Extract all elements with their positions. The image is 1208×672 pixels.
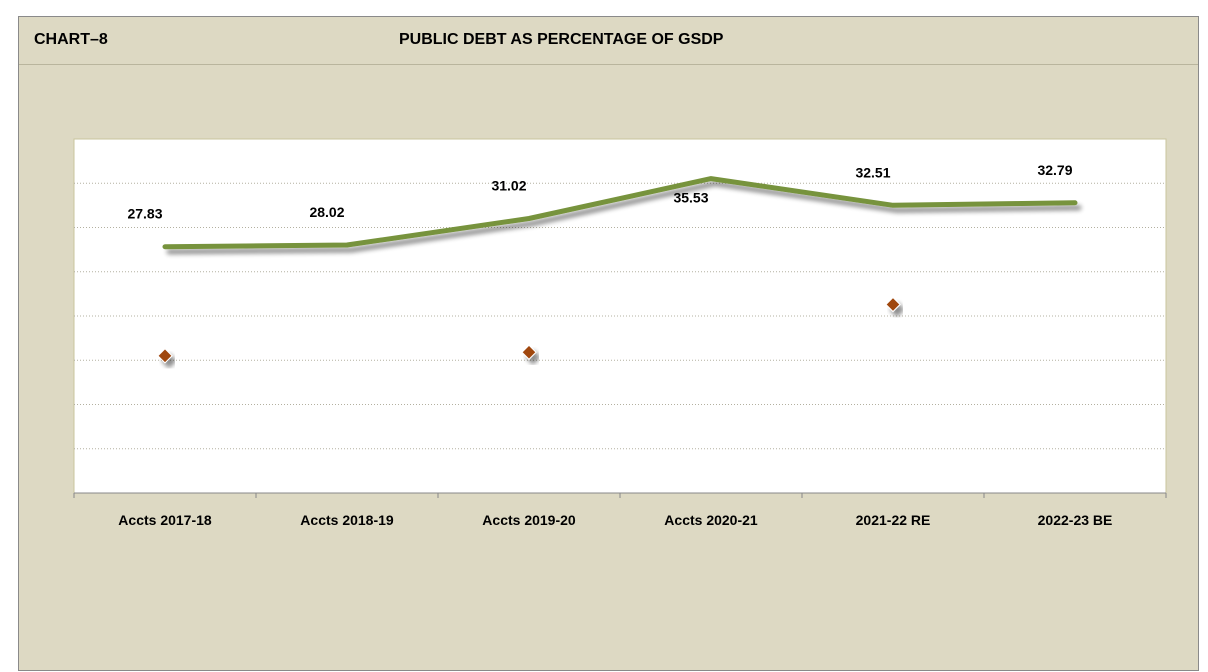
data-label: 31.02	[491, 177, 526, 193]
x-tick-label: Accts 2018-19	[300, 512, 394, 528]
x-tick-label: Accts 2019-20	[482, 512, 576, 528]
data-label: 32.79	[1037, 162, 1072, 178]
x-tick-label: Accts 2020-21	[664, 512, 758, 528]
data-label: 32.51	[855, 164, 890, 180]
chart-frame: CHART–8 PUBLIC DEBT AS PERCENTAGE OF GSD…	[18, 16, 1199, 671]
x-tick-label: 2022-23 BE	[1038, 512, 1113, 528]
x-tick-labels: Accts 2017-18 Accts 2018-19 Accts 2019-20 A…	[118, 512, 1112, 528]
line-chart: 27.83 28.02 31.02 35.53 32.51 32.79 Accts 201…	[19, 17, 1200, 672]
x-tick-label: Accts 2017-18	[118, 512, 212, 528]
x-axis	[74, 493, 1166, 498]
x-tick-label: 2021-22 RE	[856, 512, 931, 528]
data-label: 35.53	[673, 190, 708, 206]
data-label: 27.83	[127, 206, 162, 222]
data-label: 28.02	[309, 204, 344, 220]
